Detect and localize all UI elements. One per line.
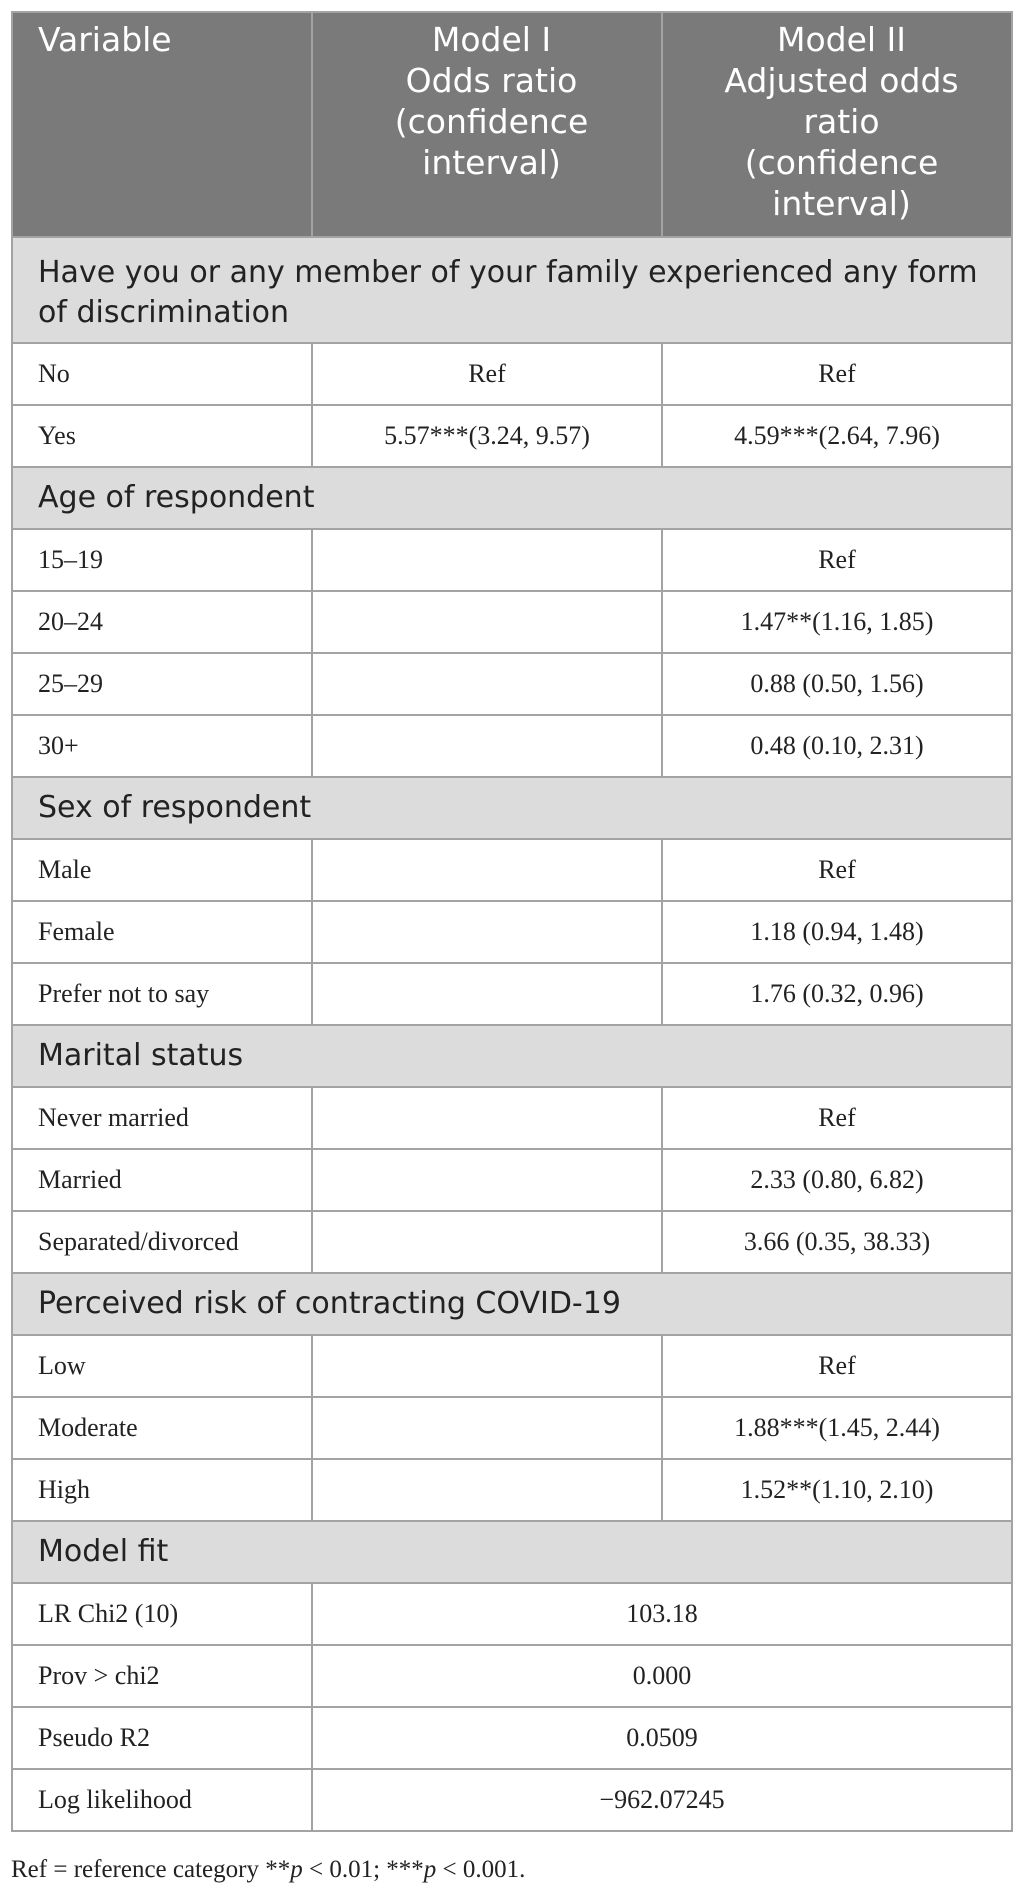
model-1-value	[311, 1086, 663, 1150]
model-1-value	[311, 1334, 663, 1398]
header-model-1-text: Model I Odds ratio (confidence interval)	[394, 20, 589, 182]
row-label: Prov > chi2	[11, 1644, 313, 1708]
table-header-row: Variable Model I Odds ratio (confidence int…	[11, 11, 1013, 238]
model-fit-row: Log likelihood −962.07245	[11, 1768, 1013, 1832]
row-label: 30+	[11, 714, 313, 778]
model-1-value	[311, 1210, 663, 1274]
footnote-p-2: p	[423, 1856, 437, 1883]
section-title: Have you or any member of your family ex…	[11, 236, 1013, 344]
row-label: Moderate	[11, 1396, 313, 1460]
section-header-row: Sex of respondent	[11, 776, 1013, 840]
table-row: 20–24 1.47**(1.16, 1.85)	[11, 590, 1013, 654]
table-row: 15–19 Ref	[11, 528, 1013, 592]
header-variable: Variable	[11, 11, 313, 238]
footnote-p-1: p	[290, 1856, 303, 1883]
model-1-value	[311, 1148, 663, 1212]
model-1-value	[311, 838, 663, 902]
model-2-value: 1.88***(1.45, 2.44)	[661, 1396, 1013, 1460]
model-fit-row: LR Chi2 (10) 103.18	[11, 1582, 1013, 1646]
row-label: Log likelihood	[11, 1768, 313, 1832]
table-row: Male Ref	[11, 838, 1013, 902]
row-label: Low	[11, 1334, 313, 1398]
table-row: Married 2.33 (0.80, 6.82)	[11, 1148, 1013, 1212]
table-row: No Ref Ref	[11, 342, 1013, 406]
section-title: Perceived risk of contracting COVID-19	[11, 1272, 1013, 1336]
row-label: 20–24	[11, 590, 313, 654]
model-2-value: 4.59***(2.64, 7.96)	[661, 404, 1013, 468]
model-1-value	[311, 1396, 663, 1460]
model-2-value: 1.52**(1.10, 2.10)	[661, 1458, 1013, 1522]
model-2-value: Ref	[661, 342, 1013, 406]
table-row: Yes 5.57***(3.24, 9.57) 4.59***(2.64, 7.96…	[11, 404, 1013, 468]
section-title: Age of respondent	[11, 466, 1013, 530]
model-2-value: Ref	[661, 838, 1013, 902]
model-2-value: 0.48 (0.10, 2.31)	[661, 714, 1013, 778]
section-title: Marital status	[11, 1024, 1013, 1088]
row-label: 25–29	[11, 652, 313, 716]
model-1-value	[311, 714, 663, 778]
model-2-value: 0.88 (0.50, 1.56)	[661, 652, 1013, 716]
model-1-value	[311, 590, 663, 654]
model-2-value: 1.76 (0.32, 0.96)	[661, 962, 1013, 1026]
row-label: Pseudo R2	[11, 1706, 313, 1770]
model-fit-value: 0.0509	[311, 1706, 1013, 1770]
row-label: Male	[11, 838, 313, 902]
table-row: Separated/divorced 3.66 (0.35, 38.33)	[11, 1210, 1013, 1274]
model-1-value: 5.57***(3.24, 9.57)	[311, 404, 663, 468]
model-1-value	[311, 900, 663, 964]
model-fit-value: −962.07245	[311, 1768, 1013, 1832]
model-2-value: 1.47**(1.16, 1.85)	[661, 590, 1013, 654]
model-fit-value: 0.000	[311, 1644, 1013, 1708]
model-2-value: 1.18 (0.94, 1.48)	[661, 900, 1013, 964]
section-header-row: Age of respondent	[11, 466, 1013, 530]
odds-ratio-table: Variable Model I Odds ratio (confidence int…	[11, 11, 1013, 1832]
model-fit-value: 103.18	[311, 1582, 1013, 1646]
header-model-1: Model I Odds ratio (confidence interval)	[311, 11, 663, 238]
header-model-2-text: Model II Adjusted odds ratio (confidence int…	[724, 20, 959, 223]
table-row: Never married Ref	[11, 1086, 1013, 1150]
row-label: Separated/divorced	[11, 1210, 313, 1274]
table-row: Prefer not to say 1.76 (0.32, 0.96)	[11, 962, 1013, 1026]
row-label: 15–19	[11, 528, 313, 592]
model-2-value: Ref	[661, 1334, 1013, 1398]
table-row: High 1.52**(1.10, 2.10)	[11, 1458, 1013, 1522]
model-2-value: 2.33 (0.80, 6.82)	[661, 1148, 1013, 1212]
section-header-row: Marital status	[11, 1024, 1013, 1088]
row-label: Prefer not to say	[11, 962, 313, 1026]
footnote-part-2: < 0.01; ***	[302, 1856, 424, 1883]
header-model-2: Model II Adjusted odds ratio (confidence int…	[661, 11, 1013, 238]
row-label: Married	[11, 1148, 313, 1212]
section-title: Sex of respondent	[11, 776, 1013, 840]
model-1-value	[311, 1458, 663, 1522]
row-label: LR Chi2 (10)	[11, 1582, 313, 1646]
section-header-row: Model fit	[11, 1520, 1013, 1584]
results-table-container: Variable Model I Odds ratio (confidence int…	[11, 11, 1013, 1832]
table-row: Moderate 1.88***(1.45, 2.44)	[11, 1396, 1013, 1460]
section-header-row: Perceived risk of contracting COVID-19	[11, 1272, 1013, 1336]
section-header-row: Have you or any member of your family ex…	[11, 236, 1013, 344]
row-label: Female	[11, 900, 313, 964]
table-row: Low Ref	[11, 1334, 1013, 1398]
footnote-part-1: Ref = reference category **	[11, 1856, 291, 1883]
table-row: 25–29 0.88 (0.50, 1.56)	[11, 652, 1013, 716]
table-row: Female 1.18 (0.94, 1.48)	[11, 900, 1013, 964]
model-1-value	[311, 962, 663, 1026]
model-1-value	[311, 528, 663, 592]
model-2-value: Ref	[661, 1086, 1013, 1150]
model-2-value: Ref	[661, 528, 1013, 592]
model-1-value: Ref	[311, 342, 663, 406]
row-label: No	[11, 342, 313, 406]
table-row: 30+ 0.48 (0.10, 2.31)	[11, 714, 1013, 778]
row-label: High	[11, 1458, 313, 1522]
row-label: Never married	[11, 1086, 313, 1150]
model-2-value: 3.66 (0.35, 38.33)	[661, 1210, 1013, 1274]
model-fit-row: Pseudo R2 0.0509	[11, 1706, 1013, 1770]
model-fit-row: Prov > chi2 0.000	[11, 1644, 1013, 1708]
model-1-value	[311, 652, 663, 716]
table-footnote: Ref = reference category **p < 0.01; ***…	[11, 1856, 525, 1884]
footnote-part-3: < 0.001.	[436, 1856, 526, 1883]
table-body: Have you or any member of your family ex…	[11, 236, 1013, 1832]
section-title: Model fit	[11, 1520, 1013, 1584]
row-label: Yes	[11, 404, 313, 468]
